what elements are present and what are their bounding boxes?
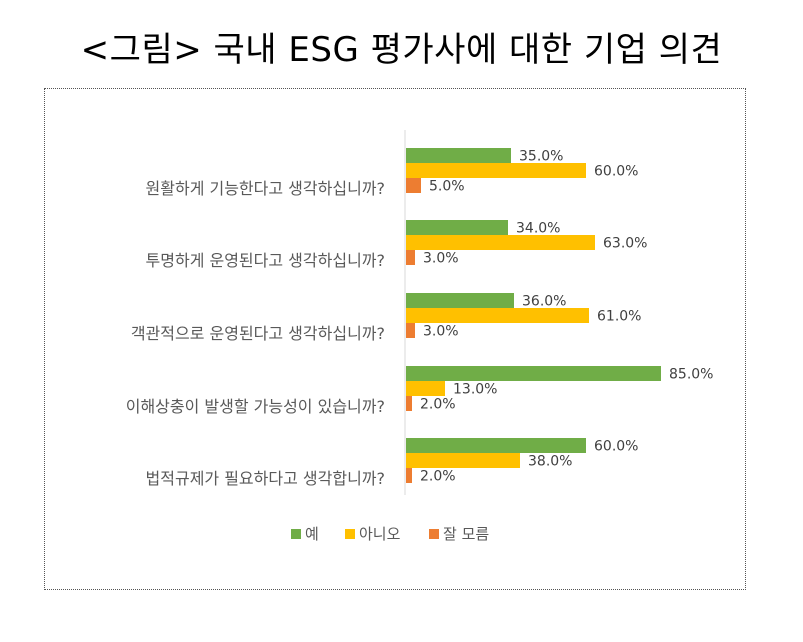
data-label: 85.0% — [669, 367, 713, 383]
data-label: 36.0% — [522, 294, 566, 310]
legend-label: 예 — [305, 525, 319, 543]
category-label: 법적규제가 필요하다고 생각합니까? — [146, 469, 385, 488]
data-label: 60.0% — [594, 439, 638, 455]
data-label: 61.0% — [597, 309, 641, 325]
bar-잘-모름 — [406, 250, 415, 265]
bar-아니오 — [406, 381, 445, 396]
bar-예 — [406, 438, 586, 453]
data-label: 2.0% — [420, 469, 456, 485]
data-label: 5.0% — [429, 179, 465, 195]
category-label: 투명하게 운영된다고 생각하십니까? — [146, 251, 385, 270]
data-label: 38.0% — [528, 454, 572, 470]
bar-잘-모름 — [406, 396, 412, 411]
bar-예 — [406, 293, 514, 308]
category-label: 이해상충이 발생할 가능성이 있습니까? — [126, 397, 385, 416]
bar-예 — [406, 366, 661, 381]
data-label: 3.0% — [423, 251, 459, 267]
bar-예 — [406, 148, 511, 163]
category-label: 원활하게 기능한다고 생각하십니까? — [146, 179, 385, 198]
chart-title: <그림> 국내 ESG 평가사에 대한 기업 의견 — [80, 30, 723, 70]
bar-아니오 — [406, 308, 589, 323]
bar-아니오 — [406, 163, 586, 178]
data-label: 3.0% — [423, 324, 459, 340]
data-label: 60.0% — [594, 164, 638, 180]
legend-label: 잘 모름 — [443, 525, 489, 543]
data-label: 35.0% — [519, 149, 563, 165]
legend-label: 아니오 — [359, 525, 401, 543]
data-label: 63.0% — [603, 236, 647, 252]
legend-swatch — [429, 529, 439, 539]
legend-swatch — [291, 529, 301, 539]
legend-swatch — [345, 529, 355, 539]
data-label: 2.0% — [420, 397, 456, 413]
bar-잘-모름 — [406, 323, 415, 338]
chart-frame — [44, 88, 746, 590]
bar-아니오 — [406, 235, 595, 250]
data-label: 34.0% — [516, 221, 560, 237]
bar-잘-모름 — [406, 468, 412, 483]
bar-예 — [406, 220, 508, 235]
bar-아니오 — [406, 453, 520, 468]
data-label: 13.0% — [453, 382, 497, 398]
category-label: 객관적으로 운영된다고 생각하십니까? — [131, 324, 385, 343]
bar-잘-모름 — [406, 178, 421, 193]
